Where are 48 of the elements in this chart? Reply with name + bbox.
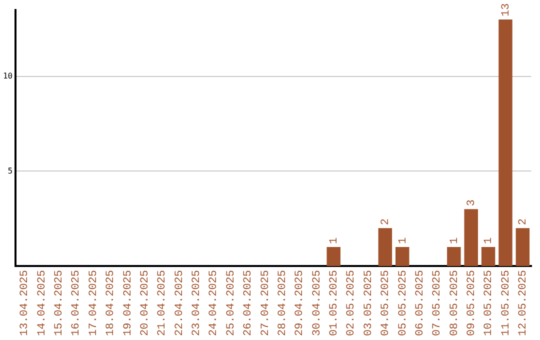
data-label: 2	[518, 218, 530, 226]
data-label: 1	[397, 237, 410, 244]
x-tick-label: 05.05.2025	[397, 270, 410, 336]
data-label: 1	[448, 237, 461, 244]
bar	[447, 247, 461, 266]
x-tick-label: 02.05.2025	[346, 270, 358, 336]
data-label: 1	[483, 237, 496, 244]
x-tick-label: 01.05.2025	[328, 270, 341, 336]
bar	[326, 247, 340, 266]
x-tick-label: 13.04.2025	[19, 270, 32, 336]
y-tick-label: 10	[2, 71, 13, 80]
bar	[464, 209, 478, 266]
data-label: 13	[500, 3, 512, 16]
bar	[498, 19, 512, 266]
x-tick-label: 20.04.2025	[139, 270, 152, 336]
x-tick-label: 17.04.2025	[88, 270, 100, 336]
x-tick-label: 28.04.2025	[276, 270, 289, 336]
x-tick-label: 18.04.2025	[105, 270, 118, 336]
bar	[481, 247, 496, 266]
x-tick-label: 08.05.2025	[448, 270, 461, 336]
x-tick-label: 09.05.2025	[466, 270, 478, 336]
x-tick-label: 30.04.2025	[311, 270, 324, 336]
x-tick-label: 04.05.2025	[380, 270, 392, 336]
y-tick-label: 5	[8, 166, 13, 176]
x-tick-label: 10.05.2025	[483, 270, 496, 336]
data-label: 1	[328, 237, 341, 244]
x-tick-label: 15.04.2025	[54, 270, 66, 336]
x-tick-label: 14.04.2025	[36, 270, 48, 336]
x-tick-label: 06.05.2025	[414, 270, 426, 336]
x-tick-label: 22.04.2025	[174, 270, 186, 336]
bar	[516, 228, 530, 266]
x-tick-label: 27.04.2025	[260, 270, 272, 336]
bar	[378, 228, 392, 266]
data-label: 3	[466, 199, 478, 206]
x-tick-label: 21.04.2025	[156, 270, 169, 336]
x-tick-label: 24.04.2025	[208, 270, 220, 336]
x-tick-label: 25.04.2025	[225, 270, 238, 336]
x-tick-label: 29.04.2025	[294, 270, 306, 336]
data-label: 2	[380, 218, 392, 226]
bar	[395, 247, 410, 266]
x-tick-label: 11.05.2025	[500, 270, 512, 336]
x-tick-label: 07.05.2025	[432, 270, 444, 336]
x-tick-label: 19.04.2025	[122, 270, 134, 336]
x-tick-label: 26.04.2025	[242, 270, 255, 336]
x-tick-label: 16.04.2025	[70, 270, 83, 336]
x-tick-label: 12.05.2025	[518, 270, 530, 336]
x-tick-label: 23.04.2025	[191, 270, 204, 336]
x-tick-label: 03.05.2025	[362, 270, 375, 336]
